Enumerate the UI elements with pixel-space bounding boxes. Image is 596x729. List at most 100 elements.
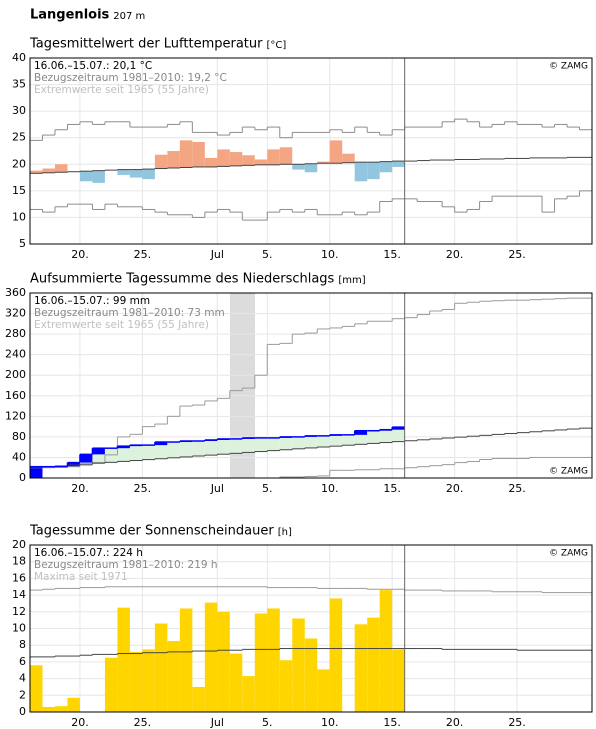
x-tick-label: 20. [71,248,89,261]
x-tick-label: 25. [134,482,152,495]
deviation-bar [42,168,55,173]
y-tick-label: 4 [19,672,26,685]
x-tick-label: 20. [71,482,89,495]
difference-area [129,445,143,461]
deviation-bar [54,164,68,173]
deviation-bar [292,164,305,170]
x-tick-label: Jul [210,716,224,729]
annotation: Bezugszeitraum 1981–2010: 73 mm [34,307,225,319]
y-tick-label: 240 [5,348,26,361]
difference-area [242,437,255,453]
chart-unit: [°C] [267,40,287,51]
daily-increment [354,430,368,435]
difference-area [254,437,268,452]
copyright: © ZAMG [549,62,588,72]
annotation: 16.06.–15.07.: 20,1 °C [34,60,152,72]
bar [192,686,205,712]
plot-frame [29,57,593,245]
bar [317,669,330,712]
chart-title: Tagessumme der Sonnenscheindauer [29,524,274,539]
x-tick-label: 25. [134,248,152,261]
y-tick-label: 360 [5,286,26,299]
daily-increment [30,466,43,478]
deviation-bar [92,170,105,183]
x-tick-label: 15. [383,482,401,495]
y-tick-label: 0 [19,471,26,484]
bar [367,617,380,712]
difference-area [117,446,130,462]
bar [279,660,293,712]
x-tick-label: 5. [262,716,273,729]
x-tick-label: Jul [210,482,224,495]
y-tick-label: 10 [12,210,26,223]
deviation-bar [392,161,405,167]
deviation-bar [367,162,380,180]
y-tick-label: 15 [12,184,26,197]
annotation: Maxima seit 1971 [34,571,128,583]
plot-frame [29,544,593,713]
x-tick-label: 25. [508,716,526,729]
y-tick-label: 40 [12,51,26,64]
difference-area [267,437,280,451]
plot-background [30,58,592,244]
daily-increment [79,454,93,463]
daily-increment [392,427,405,430]
annotation: Bezugszeitraum 1981–2010: 19,2 °C [34,72,227,84]
station-altitude: 207 m [113,11,145,22]
difference-area [292,436,305,449]
difference-area [329,434,343,447]
annotation: 16.06.–15.07.: 99 mm [34,295,150,307]
y-tick-label: 18 [12,555,26,568]
x-tick-label: 15. [383,248,401,261]
bar [354,624,368,712]
y-tick-label: 2 [19,688,26,701]
difference-area [217,438,230,455]
deviation-bar [179,140,193,168]
chart-unit: [h] [278,527,292,538]
x-tick-label: 10. [321,482,339,495]
x-tick-label: 25. [508,248,526,261]
bar [129,651,143,712]
chart-title: Aufsummierte Tagessumme des Niederschlag… [30,272,335,287]
bar [204,602,218,712]
y-tick-label: 80 [12,430,26,443]
daily-increment [117,446,130,449]
y-tick-label: 35 [12,78,26,91]
bar [167,641,180,712]
bar [67,697,80,712]
bar [30,665,43,712]
deviation-bar [142,169,155,180]
x-tick-label: 10. [321,248,339,261]
x-tick-label: 20. [446,716,464,729]
bar [117,607,130,712]
x-tick-label: 20. [446,482,464,495]
difference-area [179,441,193,457]
bar [242,676,255,712]
annotation: Bezugszeitraum 1981–2010: 219 h [34,559,218,571]
station-name: Langenlois [30,8,110,23]
difference-area [279,436,293,450]
x-tick-label: 25. [134,716,152,729]
difference-area [192,441,205,457]
bar [379,590,393,712]
y-tick-label: 6 [19,655,26,668]
bar [154,623,168,712]
deviation-bar [329,140,343,164]
y-tick-label: 160 [5,389,26,402]
difference-area [154,442,168,459]
chart-unit: [mm] [338,275,365,286]
bar [267,608,280,712]
deviation-bar [217,149,230,167]
y-tick-label: 5 [19,237,26,250]
deviation-bar [267,149,280,165]
x-tick-label: 10. [321,716,339,729]
bar [304,638,318,712]
difference-area [392,427,405,442]
deviation-bar [242,155,255,166]
daily-increment [92,448,105,455]
difference-area [379,429,393,443]
y-tick-label: 280 [5,327,26,340]
y-tick-label: 25 [12,131,26,144]
deviation-bar [304,163,318,173]
